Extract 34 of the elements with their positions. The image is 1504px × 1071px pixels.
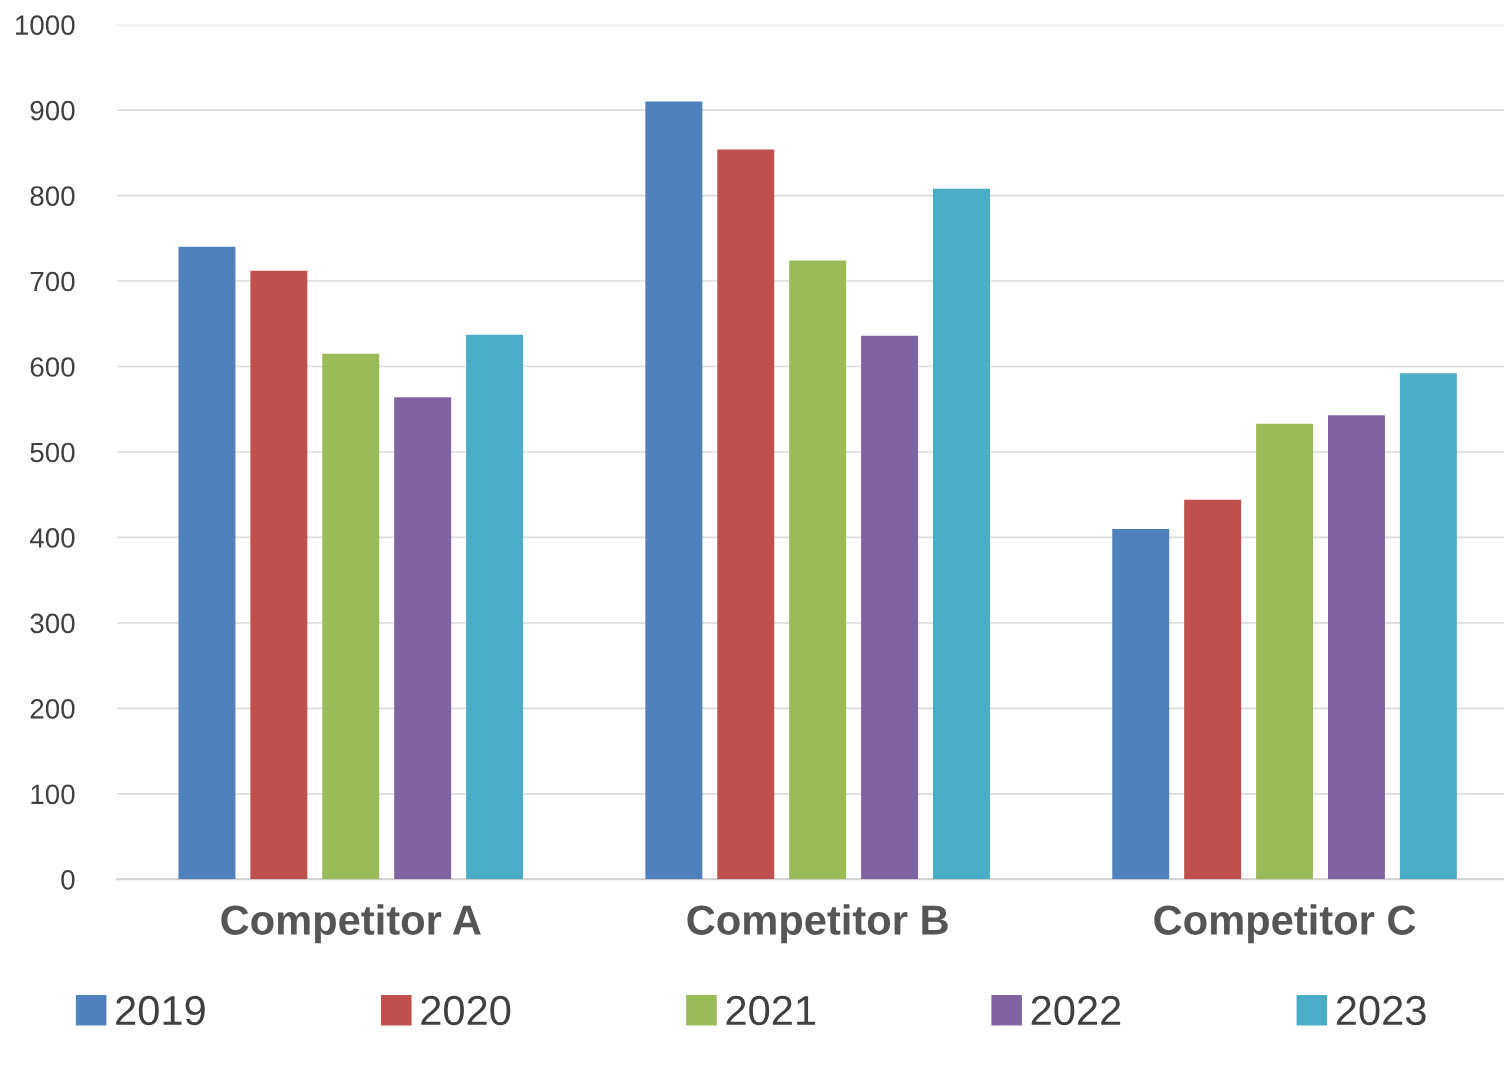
y-tick-label: 200 [30,699,75,719]
bar [789,260,847,880]
bar [1399,373,1457,880]
y-tick-label: 0 [61,869,75,890]
bar [861,335,919,880]
bar [717,149,775,880]
bar [394,397,452,880]
bar [178,246,236,880]
legend-label: 2023 [1336,995,1426,1026]
bar [1184,499,1242,880]
legend-label: 2021 [726,995,816,1026]
legend-label: 2019 [116,995,205,1026]
x-tick-label: Competitor C [1154,904,1416,944]
y-tick-label: 600 [30,357,75,377]
bar [1256,423,1314,880]
legend-label: 2020 [421,995,511,1026]
bar [645,101,703,880]
x-tick-label: Competitor B [687,904,948,944]
legend-label: 2022 [1031,995,1121,1026]
y-tick-label: 100 [31,784,75,805]
y-tick-label: 300 [30,613,75,634]
bar [932,188,990,880]
bar [250,270,308,880]
y-tick-label: 800 [30,186,75,206]
y-tick-label: 500 [30,442,75,463]
x-tick-label: Competitor A [221,904,481,944]
y-tick-label: 900 [30,100,75,121]
bar [1112,528,1170,880]
y-tick-label: 400 [29,528,75,548]
bar [466,334,524,880]
y-tick-label: 700 [30,271,75,292]
bar [322,353,380,880]
y-tick-label: 1000 [15,15,75,35]
bar [1327,415,1385,880]
